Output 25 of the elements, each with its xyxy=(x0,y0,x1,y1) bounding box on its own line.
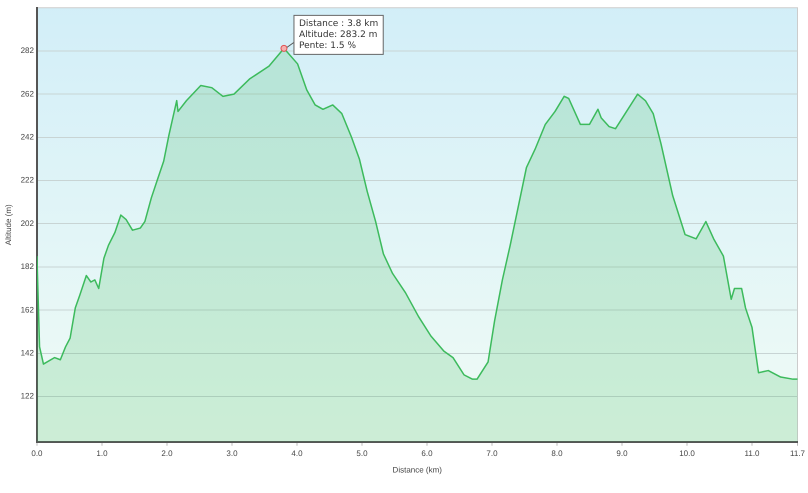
y-tick-label: 182 xyxy=(20,262,34,272)
x-tick-label: 10.0 xyxy=(679,448,696,458)
x-tick-label: 3.0 xyxy=(226,448,238,458)
x-tick-label: 6.0 xyxy=(421,448,434,458)
y-axis-title: Altitude (m) xyxy=(4,204,14,246)
y-tick-label: 202 xyxy=(20,218,34,228)
x-tick-label: 2.0 xyxy=(161,448,174,458)
y-tick-label: 282 xyxy=(20,46,34,56)
x-tick-label: 11.7 xyxy=(790,448,806,458)
y-tick-label: 122 xyxy=(20,392,34,401)
x-tick-label: 5.0 xyxy=(356,448,368,458)
y-tick-label: 142 xyxy=(20,348,34,358)
y-tick-label: 242 xyxy=(20,132,34,142)
x-tick-label: 7.0 xyxy=(486,448,498,458)
y-tick-label: 222 xyxy=(20,176,34,185)
x-axis-title: Distance (km) xyxy=(392,465,442,474)
x-tick-label: 11.0 xyxy=(744,448,760,458)
x-tick-label: 9.0 xyxy=(616,448,628,458)
x-tick-label: 4.0 xyxy=(291,448,304,458)
x-tick-label: 1.0 xyxy=(96,448,108,458)
x-tick-label: 0.0 xyxy=(31,448,44,458)
y-tick-label: 162 xyxy=(20,305,34,314)
x-tick-label: 8.0 xyxy=(551,448,564,458)
y-tick-label: 262 xyxy=(20,89,34,98)
annotation: Distance : 3.8 km Altitude: 283.2 m Pente: 1.5 % xyxy=(298,19,378,52)
